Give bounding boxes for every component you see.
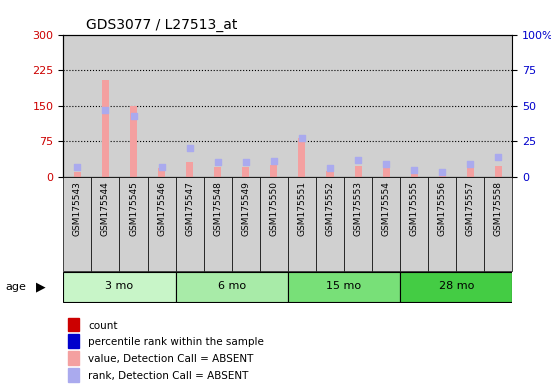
- Text: GSM175545: GSM175545: [129, 181, 138, 236]
- Bar: [68, 318, 79, 331]
- Bar: [242, 167, 249, 177]
- Text: GSM175555: GSM175555: [410, 181, 419, 236]
- Bar: [260, 177, 288, 271]
- Bar: [186, 162, 193, 177]
- Bar: [91, 35, 120, 177]
- Point: [269, 158, 278, 164]
- Text: GSM175551: GSM175551: [298, 181, 306, 236]
- Bar: [130, 106, 137, 177]
- Bar: [91, 177, 120, 271]
- Text: 15 mo: 15 mo: [327, 281, 361, 291]
- Bar: [148, 177, 176, 271]
- Text: ▶: ▶: [36, 280, 45, 293]
- Bar: [260, 35, 288, 177]
- FancyBboxPatch shape: [400, 272, 512, 302]
- Text: GSM175548: GSM175548: [213, 181, 222, 236]
- Bar: [232, 35, 260, 177]
- Bar: [176, 177, 204, 271]
- Bar: [428, 35, 456, 177]
- Point: [73, 164, 82, 170]
- Text: GSM175558: GSM175558: [494, 181, 503, 236]
- Bar: [400, 35, 428, 177]
- Bar: [204, 35, 232, 177]
- Text: value, Detection Call = ABSENT: value, Detection Call = ABSENT: [88, 354, 253, 364]
- Bar: [316, 35, 344, 177]
- Bar: [456, 35, 484, 177]
- Bar: [495, 166, 502, 177]
- Bar: [344, 35, 372, 177]
- Text: count: count: [88, 321, 117, 331]
- Point: [466, 161, 475, 167]
- Bar: [120, 35, 148, 177]
- Bar: [288, 35, 316, 177]
- Bar: [484, 35, 512, 177]
- Text: 6 mo: 6 mo: [218, 281, 246, 291]
- Text: GDS3077 / L27513_at: GDS3077 / L27513_at: [86, 18, 237, 32]
- Text: 3 mo: 3 mo: [105, 281, 133, 291]
- Bar: [467, 168, 474, 177]
- Bar: [299, 138, 305, 177]
- Text: GSM175546: GSM175546: [157, 181, 166, 236]
- Bar: [410, 173, 418, 177]
- Text: GSM175557: GSM175557: [466, 181, 475, 236]
- Bar: [456, 177, 484, 271]
- FancyBboxPatch shape: [176, 272, 288, 302]
- Text: GSM175550: GSM175550: [269, 181, 278, 236]
- Text: GSM175552: GSM175552: [326, 181, 334, 236]
- Bar: [68, 351, 79, 365]
- Bar: [102, 79, 109, 177]
- Text: GSM175554: GSM175554: [382, 181, 391, 236]
- Bar: [327, 171, 333, 177]
- Text: percentile rank within the sample: percentile rank within the sample: [88, 338, 264, 348]
- Point: [213, 159, 222, 166]
- Point: [438, 169, 447, 175]
- Text: GSM175543: GSM175543: [73, 181, 82, 236]
- Bar: [232, 177, 260, 271]
- Text: 28 mo: 28 mo: [439, 281, 474, 291]
- Text: GSM175544: GSM175544: [101, 181, 110, 236]
- Bar: [428, 177, 456, 271]
- Bar: [288, 177, 316, 271]
- Bar: [484, 177, 512, 271]
- Bar: [400, 177, 428, 271]
- Bar: [148, 35, 176, 177]
- Point: [157, 164, 166, 170]
- Bar: [120, 177, 148, 271]
- Bar: [158, 168, 165, 177]
- Point: [494, 154, 503, 160]
- Text: GSM175553: GSM175553: [354, 181, 363, 236]
- Point: [354, 157, 363, 163]
- Text: GSM175556: GSM175556: [437, 181, 447, 236]
- Bar: [63, 35, 91, 177]
- FancyBboxPatch shape: [288, 272, 400, 302]
- Text: age: age: [6, 282, 26, 292]
- Point: [326, 165, 334, 171]
- Bar: [316, 177, 344, 271]
- Bar: [68, 334, 79, 348]
- Bar: [214, 167, 222, 177]
- Point: [129, 113, 138, 119]
- Bar: [372, 177, 400, 271]
- Point: [382, 161, 391, 167]
- Bar: [204, 177, 232, 271]
- Text: GSM175549: GSM175549: [241, 181, 250, 236]
- Bar: [344, 177, 372, 271]
- Point: [410, 167, 419, 173]
- Point: [101, 107, 110, 113]
- Bar: [74, 172, 81, 177]
- Bar: [68, 368, 79, 382]
- Bar: [382, 167, 390, 177]
- Bar: [176, 35, 204, 177]
- Point: [185, 145, 194, 151]
- Bar: [354, 166, 361, 177]
- Text: GSM175547: GSM175547: [185, 181, 194, 236]
- Point: [241, 159, 250, 166]
- Bar: [372, 35, 400, 177]
- Point: [298, 135, 306, 141]
- Bar: [271, 165, 277, 177]
- FancyBboxPatch shape: [63, 272, 176, 302]
- Text: rank, Detection Call = ABSENT: rank, Detection Call = ABSENT: [88, 371, 249, 381]
- Bar: [439, 174, 446, 177]
- Bar: [63, 177, 91, 271]
